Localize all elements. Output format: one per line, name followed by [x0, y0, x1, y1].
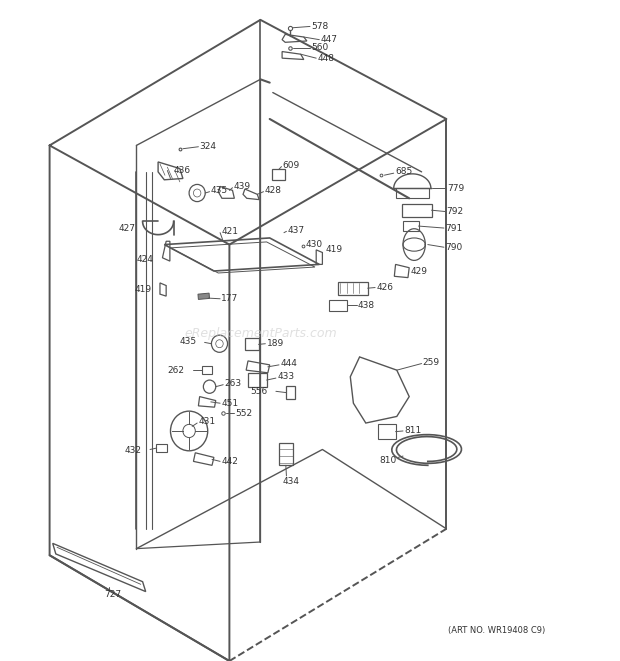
- Text: 436: 436: [174, 166, 191, 175]
- Text: 790: 790: [445, 243, 463, 252]
- Bar: [396, 188, 429, 198]
- Text: 552: 552: [236, 408, 253, 418]
- Text: 447: 447: [321, 35, 337, 44]
- Text: 435: 435: [211, 186, 228, 195]
- Text: 421: 421: [221, 227, 238, 236]
- Text: 437: 437: [288, 225, 305, 235]
- Text: 792: 792: [446, 207, 464, 216]
- Bar: [245, 338, 259, 350]
- Text: 451: 451: [221, 399, 239, 408]
- Text: 727: 727: [104, 590, 122, 600]
- Text: 324: 324: [200, 142, 216, 151]
- Text: (ART NO. WR19408 C9): (ART NO. WR19408 C9): [448, 625, 546, 635]
- Bar: [198, 293, 210, 299]
- Text: 427: 427: [118, 223, 135, 233]
- Text: 262: 262: [168, 366, 185, 375]
- Text: eReplacementParts.com: eReplacementParts.com: [184, 327, 337, 340]
- Text: 435: 435: [180, 336, 197, 346]
- Text: 791: 791: [445, 223, 463, 233]
- Text: 263: 263: [224, 379, 242, 388]
- Text: 438: 438: [358, 301, 375, 310]
- Text: 419: 419: [135, 285, 152, 294]
- Bar: [403, 221, 418, 231]
- Text: 430: 430: [306, 240, 323, 249]
- Text: 259: 259: [423, 358, 440, 367]
- Text: 779: 779: [448, 184, 465, 193]
- Text: 424: 424: [137, 254, 154, 264]
- Bar: [279, 443, 293, 465]
- Text: 177: 177: [221, 294, 239, 303]
- Text: 444: 444: [280, 359, 297, 368]
- Bar: [338, 282, 368, 295]
- Text: 434: 434: [283, 477, 299, 486]
- Text: 433: 433: [277, 372, 294, 381]
- Bar: [378, 424, 396, 439]
- Text: 448: 448: [317, 54, 334, 63]
- Bar: [286, 386, 295, 399]
- Text: 426: 426: [376, 283, 393, 292]
- Text: 560: 560: [311, 43, 329, 52]
- Text: 578: 578: [311, 22, 329, 31]
- Text: 432: 432: [125, 446, 141, 455]
- Text: 609: 609: [283, 161, 300, 170]
- Bar: [248, 373, 267, 387]
- Text: 189: 189: [267, 339, 284, 348]
- Text: 428: 428: [265, 186, 281, 195]
- Text: 419: 419: [326, 245, 343, 254]
- Bar: [156, 444, 167, 452]
- Text: 431: 431: [198, 417, 216, 426]
- Text: 810: 810: [379, 455, 397, 465]
- Text: 811: 811: [404, 426, 422, 436]
- Bar: [329, 300, 347, 311]
- Bar: [402, 204, 432, 217]
- Text: 439: 439: [234, 182, 251, 191]
- Text: 429: 429: [410, 266, 427, 276]
- Text: 685: 685: [395, 167, 412, 176]
- Bar: [202, 366, 212, 374]
- Text: 556: 556: [250, 387, 268, 396]
- Text: 442: 442: [221, 457, 238, 466]
